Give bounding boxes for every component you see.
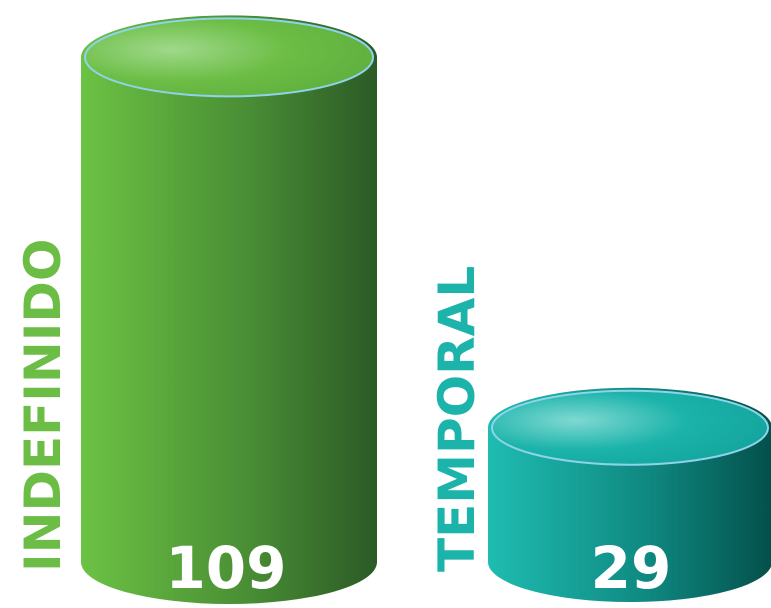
value-label-temporal: 29 — [591, 534, 672, 602]
category-label-temporal: TEMPORAL — [428, 266, 486, 572]
bar-indefinido — [81, 15, 377, 604]
bar-body-indefinido — [81, 15, 377, 604]
value-label-indefinido: 109 — [165, 534, 286, 602]
bar-top-temporal — [491, 389, 769, 466]
bar-temporal — [488, 387, 771, 602]
category-label-indefinido: INDEFINIDO — [14, 239, 72, 572]
bar-top-indefinido — [84, 17, 374, 98]
